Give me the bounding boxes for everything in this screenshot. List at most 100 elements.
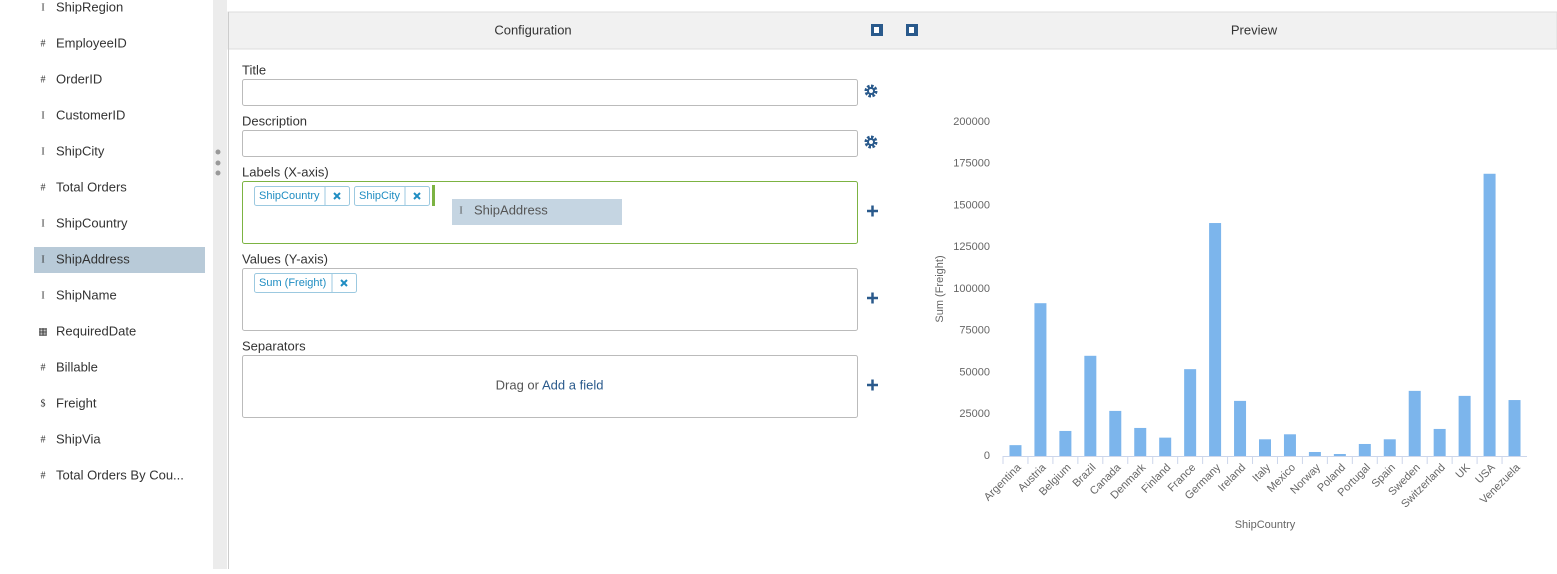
bar bbox=[1408, 390, 1421, 456]
add-field-link[interactable]: Add a field bbox=[542, 377, 603, 392]
field-label: Labels (X-axis) bbox=[242, 164, 329, 179]
y-tick-label: 50000 bbox=[959, 366, 990, 378]
field-label: Title bbox=[242, 62, 266, 77]
field-label: Values (Y-axis) bbox=[242, 251, 328, 266]
bar bbox=[1009, 445, 1022, 456]
field-name[interactable]: Total Orders bbox=[56, 179, 127, 194]
field-name[interactable]: CustomerID bbox=[56, 107, 125, 122]
field-name[interactable]: EmployeeID bbox=[56, 35, 127, 50]
x-tick-label: UK bbox=[1454, 461, 1474, 481]
field-name[interactable]: ShipRegion bbox=[56, 0, 123, 14]
selected-row bbox=[34, 247, 205, 273]
bar bbox=[1308, 451, 1321, 456]
bar bbox=[1209, 223, 1222, 456]
field-name[interactable]: ShipCity bbox=[56, 143, 105, 158]
y-tick-label: 25000 bbox=[959, 408, 990, 420]
x-axis-label: ShipCountry bbox=[1235, 519, 1296, 531]
preview-heading: Preview bbox=[1231, 22, 1278, 37]
splitter-dot bbox=[215, 160, 221, 166]
chip-remove[interactable] bbox=[333, 192, 341, 200]
y-tick-label: 75000 bbox=[959, 325, 990, 337]
field-icon: # bbox=[41, 74, 46, 85]
drop-hint: Drag or bbox=[496, 377, 540, 392]
drop-cursor bbox=[432, 185, 435, 206]
y-tick-label: 150000 bbox=[953, 199, 990, 211]
field-icon: I bbox=[41, 2, 44, 13]
settings-icon-core bbox=[867, 87, 875, 95]
y-tick-label: 100000 bbox=[953, 283, 990, 295]
field-name[interactable]: Total Orders By Cou... bbox=[56, 467, 184, 482]
bar bbox=[1358, 443, 1371, 456]
field-icon: # bbox=[41, 182, 46, 193]
collapse-icon-inner bbox=[874, 27, 879, 33]
chip bbox=[254, 186, 350, 206]
field-icon: I bbox=[41, 254, 44, 265]
splitter-dot bbox=[215, 149, 221, 155]
field-icon: # bbox=[41, 434, 46, 445]
field-name[interactable]: ShipCountry bbox=[56, 215, 128, 230]
field-icon: $ bbox=[41, 398, 46, 409]
bar bbox=[1283, 434, 1296, 456]
chip-remove[interactable] bbox=[340, 279, 348, 287]
field-icon: ▦ bbox=[38, 326, 47, 337]
x-tick-label: Argentina bbox=[982, 461, 1024, 503]
bar bbox=[1059, 430, 1072, 456]
drag-name: ShipAddress bbox=[474, 202, 548, 217]
bar bbox=[1084, 355, 1097, 456]
field-name[interactable]: ShipVia bbox=[56, 431, 101, 446]
bar bbox=[1508, 400, 1521, 456]
add-icon[interactable] bbox=[867, 292, 878, 304]
chip-text: Sum (Freight) bbox=[259, 277, 326, 289]
add-icon[interactable] bbox=[867, 379, 878, 391]
field-label: Description bbox=[242, 113, 307, 128]
chip-remove[interactable] bbox=[413, 192, 421, 200]
settings-icon[interactable] bbox=[864, 84, 878, 98]
bar bbox=[1234, 400, 1247, 456]
bar bbox=[1333, 453, 1346, 456]
title-input[interactable] bbox=[242, 79, 858, 106]
field-name[interactable]: Freight bbox=[56, 395, 97, 410]
y-tick-label: 200000 bbox=[953, 116, 990, 128]
field-icon: # bbox=[41, 38, 46, 49]
expand-icon-inner bbox=[909, 27, 914, 33]
y-axis-label: Sum (Freight) bbox=[934, 255, 946, 322]
bar bbox=[1259, 439, 1271, 456]
panel-header bbox=[227, 11, 1557, 50]
field-icon: I bbox=[41, 290, 44, 301]
separators-dropzone[interactable] bbox=[242, 355, 858, 418]
bar bbox=[1458, 395, 1471, 456]
chip bbox=[254, 273, 357, 293]
y-tick-label: 175000 bbox=[953, 158, 990, 170]
bar bbox=[1134, 427, 1147, 456]
field-name[interactable]: OrderID bbox=[56, 71, 102, 86]
field-name[interactable]: Billable bbox=[56, 359, 98, 374]
chip-text: ShipCountry bbox=[259, 190, 320, 202]
bar bbox=[1383, 439, 1396, 456]
field-icon: I bbox=[41, 146, 44, 157]
config-heading: Configuration bbox=[494, 22, 571, 37]
field-name[interactable]: ShipName bbox=[56, 287, 117, 302]
x-tick-label: Ireland bbox=[1216, 462, 1248, 494]
y-tick-label: 125000 bbox=[953, 241, 990, 253]
bar bbox=[1159, 437, 1172, 456]
splitter[interactable] bbox=[213, 0, 227, 569]
drag-ghost bbox=[452, 199, 622, 225]
bar bbox=[1184, 369, 1197, 456]
chip bbox=[354, 186, 430, 206]
values-dropzone[interactable] bbox=[242, 268, 858, 331]
field-label: Separators bbox=[242, 338, 306, 353]
description-input[interactable] bbox=[242, 130, 858, 157]
field-name[interactable]: ShipAddress bbox=[56, 251, 130, 266]
drag-icon: I bbox=[459, 205, 462, 216]
bar bbox=[1034, 303, 1047, 456]
settings-icon[interactable] bbox=[864, 135, 878, 149]
add-icon[interactable] bbox=[867, 205, 878, 217]
bar bbox=[1433, 428, 1446, 456]
field-name[interactable]: RequiredDate bbox=[56, 323, 136, 338]
field-icon: I bbox=[41, 218, 44, 229]
splitter-dot bbox=[215, 170, 221, 176]
field-icon: # bbox=[41, 470, 46, 481]
bar bbox=[1109, 410, 1122, 456]
chip-text: ShipCity bbox=[359, 190, 400, 202]
